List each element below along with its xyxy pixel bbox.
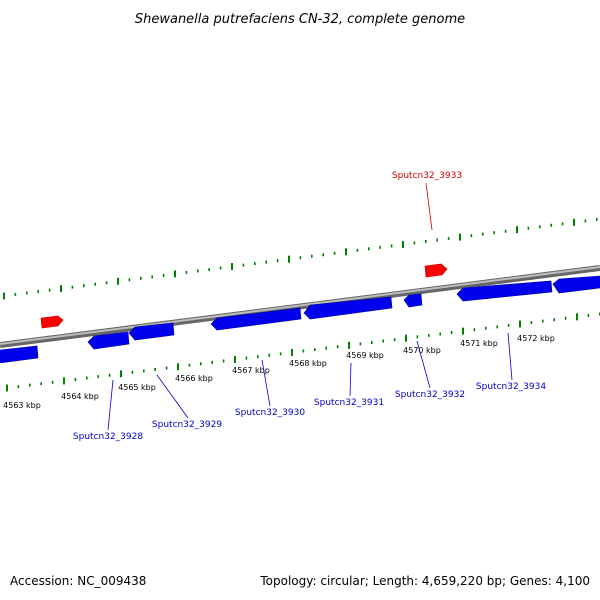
gene-label-3928[interactable]: Sputcn32_3928	[73, 432, 143, 442]
reverse-genes	[0, 275, 600, 364]
leader-3928	[107, 379, 114, 431]
scale-label: 4572 kbp	[517, 334, 555, 343]
leader-3931	[349, 362, 352, 397]
scale-label: 4571 kbp	[460, 339, 498, 348]
gene-3934[interactable]	[456, 280, 553, 302]
scale-label: 4569 kbp	[346, 351, 384, 360]
gene-reverse-next[interactable]	[552, 275, 600, 294]
genome-summary-text: Topology: circular; Length: 4,659,220 bp…	[259, 574, 590, 588]
gene-reverse-0[interactable]	[0, 345, 39, 364]
scale-label: 4568 kbp	[289, 359, 327, 368]
accession-text: Accession: NC_009438	[10, 574, 146, 588]
gene-leader-lines	[107, 182, 513, 431]
lower-tick-track	[6, 312, 600, 392]
genome-title: Shewanella putrefaciens CN-32, complete …	[135, 12, 465, 27]
leader-3930	[261, 359, 271, 407]
scale-labels: 4563 kbp 4564 kbp 4565 kbp 4566 kbp 4567…	[3, 334, 555, 410]
scale-label: 4564 kbp	[61, 392, 99, 401]
gene-3931[interactable]	[303, 296, 393, 320]
gene-forward-1[interactable]	[40, 315, 64, 329]
scale-label: 4567 kbp	[232, 366, 270, 375]
gene-3932[interactable]	[403, 293, 423, 308]
gene-label-3930[interactable]: Sputcn32_3930	[235, 408, 305, 418]
scale-label: 4566 kbp	[175, 374, 213, 383]
gene-label-3929[interactable]: Sputcn32_3929	[152, 420, 222, 430]
gene-3933[interactable]	[424, 263, 448, 278]
gene-3930[interactable]	[210, 307, 302, 331]
leader-3934	[507, 332, 513, 381]
gene-label-3934[interactable]: Sputcn32_3934	[476, 382, 546, 392]
gene-3928[interactable]	[87, 331, 130, 350]
leader-3933	[425, 182, 433, 231]
scale-label: 4565 kbp	[118, 383, 156, 392]
scale-label: 4563 kbp	[3, 401, 41, 410]
gene-3929[interactable]	[128, 322, 175, 341]
gene-label-3933[interactable]: Sputcn32_3933	[392, 171, 462, 181]
leader-3932	[416, 340, 431, 389]
gene-labels: Sputcn32_3928 Sputcn32_3929 Sputcn32_393…	[73, 171, 546, 442]
genome-backbone-highlight	[0, 266, 600, 345]
gene-label-3931[interactable]: Sputcn32_3931	[314, 398, 384, 408]
gene-label-3932[interactable]: Sputcn32_3932	[395, 390, 465, 400]
forward-genes	[40, 263, 448, 329]
upper-tick-track	[3, 217, 598, 300]
leader-3929	[156, 374, 189, 419]
scale-label: 4570 kbp	[403, 346, 441, 355]
